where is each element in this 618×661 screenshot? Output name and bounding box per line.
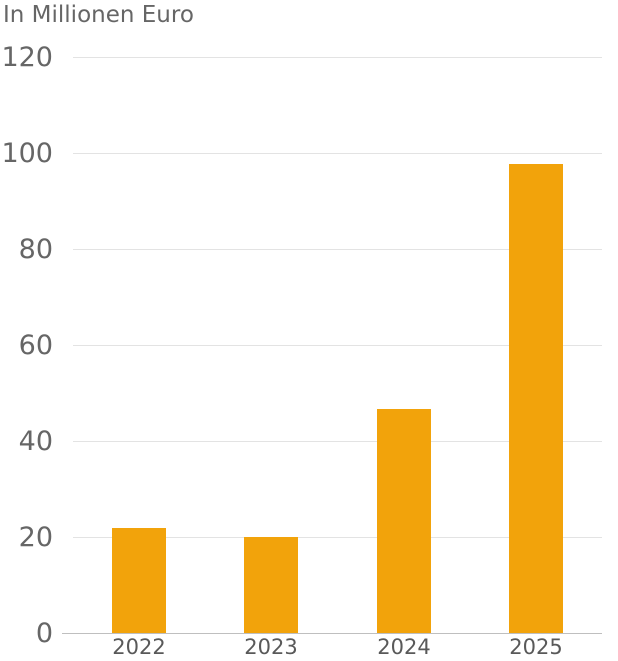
- y-tick-label: 60: [18, 330, 53, 361]
- bar-2025: [509, 164, 563, 633]
- x-tick-label: 2024: [377, 635, 431, 659]
- bar-2024: [377, 409, 431, 633]
- bar-2023: [244, 537, 298, 633]
- x-tick-label: 2025: [509, 635, 563, 659]
- y-tick-label: 0: [35, 618, 53, 649]
- y-tick-label: 80: [18, 234, 53, 265]
- x-tick-label: 2022: [112, 635, 166, 659]
- gridline: [73, 249, 602, 250]
- bar-2022: [112, 528, 166, 633]
- gridline: [73, 441, 602, 442]
- y-tick-label: 120: [1, 42, 53, 73]
- gridline: [73, 153, 602, 154]
- x-tick-label: 2023: [244, 635, 298, 659]
- y-tick-label: 40: [18, 426, 53, 457]
- chart-title: In Millionen Euro: [3, 2, 194, 28]
- y-tick-label: 20: [18, 522, 53, 553]
- gridline: [73, 537, 602, 538]
- gridline: [73, 345, 602, 346]
- gridline: [73, 57, 602, 58]
- y-tick-label: 100: [1, 138, 53, 169]
- x-axis-line: [62, 633, 602, 634]
